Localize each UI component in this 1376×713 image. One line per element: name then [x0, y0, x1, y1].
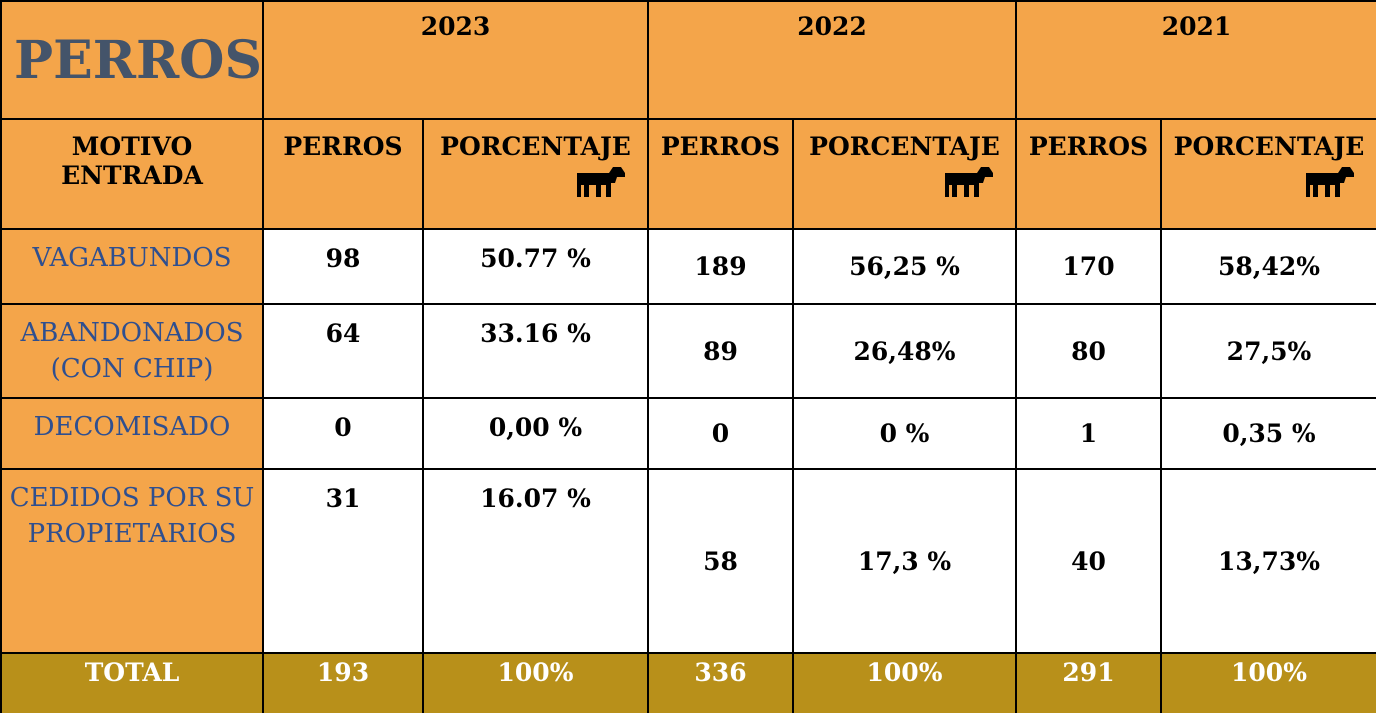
column-header-text: PERROS	[1028, 132, 1149, 161]
cell: 64	[262, 303, 424, 399]
total-row: TOTAL 193 100% 336 100% 291 100%	[0, 652, 1376, 713]
row-label: CEDIDOS POR SU PROPIETARIOS	[0, 468, 264, 654]
cell: 56,25 %	[792, 228, 1017, 305]
row-label: VAGABUNDOS	[0, 228, 264, 305]
cell: 31	[262, 468, 424, 654]
cell: 58	[647, 468, 794, 654]
cell: 89	[647, 303, 794, 399]
title: PERROS	[0, 0, 264, 120]
column-header: PERROS	[647, 118, 794, 230]
motivo-header: MOTIVO ENTRADA	[0, 118, 264, 230]
row-label: ABANDONADOS (CON CHIP)	[0, 303, 264, 399]
data-row: CEDIDOS POR SU PROPIETARIOS 31 16.07 % 58 17…	[0, 468, 1376, 654]
column-header-text: PERROS	[283, 132, 403, 161]
column-header: PERROS	[1015, 118, 1162, 230]
cell: 0 %	[792, 397, 1017, 470]
cell: 33.16 %	[422, 303, 649, 399]
cell: 170	[1015, 228, 1162, 305]
column-header: PORCENTAJE	[422, 118, 649, 230]
data-row: VAGABUNDOS 98 50.77 % 189 56,25 % 170 58,42%	[0, 228, 1376, 305]
dog-icon	[577, 167, 625, 197]
subheader-row: MOTIVO ENTRADA PERROS PORCENTAJE PERROS POR…	[0, 118, 1376, 230]
cell: 0	[262, 397, 424, 470]
cell: 0,35 %	[1160, 397, 1376, 470]
total-cell: 336	[647, 652, 794, 713]
cell: 26,48%	[792, 303, 1017, 399]
cell: 16.07 %	[422, 468, 649, 654]
year-row: PERROS 2023 2022 2021	[0, 0, 1376, 120]
motivo-text: MOTIVO ENTRADA	[61, 132, 203, 190]
cell: 80	[1015, 303, 1162, 399]
cell: 17,3 %	[792, 468, 1017, 654]
year: 2022	[647, 0, 1017, 120]
year: 2023	[262, 0, 649, 120]
total-cell: 100%	[422, 652, 649, 713]
cell: 27,5%	[1160, 303, 1376, 399]
cell: 50.77 %	[422, 228, 649, 305]
column-header-text: PORCENTAJE	[809, 132, 1000, 161]
total-label: TOTAL	[0, 652, 264, 713]
dog-icon	[945, 167, 993, 197]
total-cell: 100%	[792, 652, 1017, 713]
column-header-text: PORCENTAJE	[440, 132, 631, 161]
cell: 0,00 %	[422, 397, 649, 470]
column-header: PORCENTAJE	[792, 118, 1017, 230]
cell: 98	[262, 228, 424, 305]
column-header-text: PERROS	[660, 132, 781, 161]
cell: 0	[647, 397, 794, 470]
data-row: ABANDONADOS (CON CHIP) 64 33.16 % 89 26,48% 8…	[0, 303, 1376, 399]
cell: 13,73%	[1160, 468, 1376, 654]
column-header-text: PORCENTAJE	[1173, 132, 1365, 161]
cell: 40	[1015, 468, 1162, 654]
row-label: DECOMISADO	[0, 397, 264, 470]
total-cell: 100%	[1160, 652, 1376, 713]
total-cell: 193	[262, 652, 424, 713]
cell: 189	[647, 228, 794, 305]
column-header: PORCENTAJE	[1160, 118, 1376, 230]
cell: 58,42%	[1160, 228, 1376, 305]
column-header: PERROS	[262, 118, 424, 230]
total-cell: 291	[1015, 652, 1162, 713]
cell: 1	[1015, 397, 1162, 470]
data-row: DECOMISADO 0 0,00 % 0 0 % 1 0,35 %	[0, 397, 1376, 470]
year: 2021	[1015, 0, 1376, 120]
dog-icon	[1306, 167, 1354, 197]
